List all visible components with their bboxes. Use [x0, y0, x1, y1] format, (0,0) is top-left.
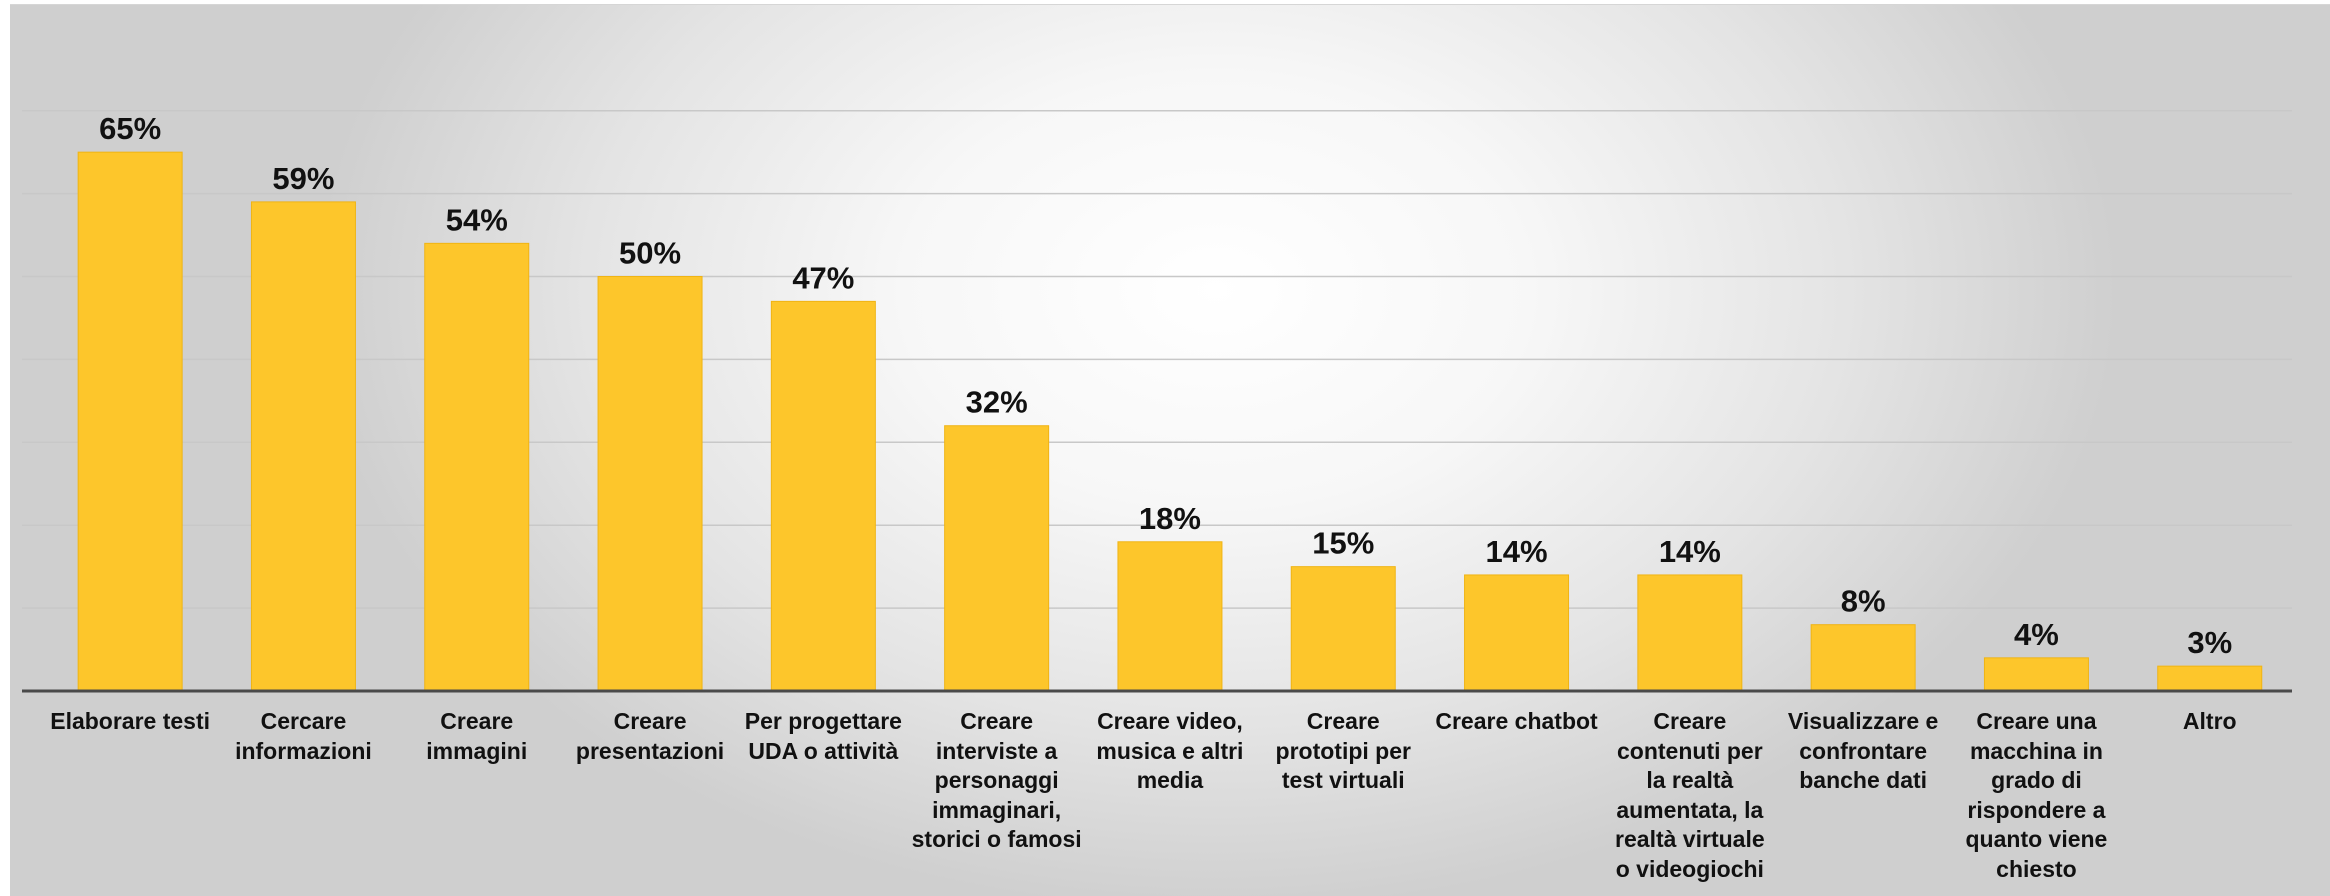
category-label: Creare chatbot	[1435, 708, 1598, 734]
data-label: 15%	[1312, 526, 1374, 561]
data-label: 47%	[792, 260, 854, 295]
data-label: 8%	[1841, 584, 1886, 619]
bar	[944, 425, 1050, 692]
data-label: 14%	[1486, 534, 1548, 569]
data-label: 54%	[446, 202, 508, 237]
category-label: Altro	[2182, 708, 2237, 734]
bar	[2157, 665, 2263, 692]
bar-chart: 65% 59% 54% 50% 47% 32% 18% 15% 14% 14% 8% 4% 3%	[22, 109, 2292, 693]
chart-area: 65% 59% 54% 50% 47% 32% 18% 15% 14% 14% 8% 4% 3% Ela…	[10, 4, 2330, 896]
category-label: Creare video, musica e altri media	[1096, 708, 1244, 793]
bar	[597, 276, 703, 692]
data-labels: 65% 59% 54% 50% 47% 32% 18% 15% 14% 14% 8% 4% 3%	[99, 111, 2232, 660]
category-label: Visualizzare e confrontare banche dati	[1787, 708, 1939, 793]
category-label: Creare prototipi per test virtuali	[1275, 708, 1411, 793]
bar	[77, 151, 183, 692]
bar	[424, 242, 530, 692]
data-label: 3%	[2187, 625, 2232, 660]
category-label: Creare presentazioni	[575, 708, 725, 764]
bar	[250, 201, 356, 692]
category-label: Creare immagini	[426, 708, 528, 764]
category-label: Per progettare UDA o attività	[744, 708, 902, 764]
data-label: 18%	[1139, 501, 1201, 536]
data-label: 32%	[966, 385, 1028, 420]
bar	[1637, 574, 1743, 692]
category-label: Creare una macchina in grado di risponde…	[1965, 708, 2108, 882]
category-label: Creare interviste a personaggi immaginar…	[911, 708, 1082, 852]
category-label: Creare contenuti per la realtà aumentata…	[1615, 708, 1765, 882]
bar	[1117, 541, 1223, 692]
bar	[1983, 657, 2089, 692]
data-label: 50%	[619, 236, 681, 271]
data-label: 4%	[2014, 617, 2059, 652]
bar	[1810, 624, 1916, 692]
data-label: 14%	[1659, 534, 1721, 569]
category-label: Elaborare testi	[50, 708, 211, 734]
data-label: 65%	[99, 111, 161, 146]
bar	[1290, 566, 1396, 692]
gridlines	[22, 109, 2292, 609]
category-label: Cercare informazioni	[235, 708, 372, 764]
bar	[1464, 574, 1570, 692]
data-label: 59%	[272, 161, 334, 196]
bar	[770, 300, 876, 692]
bars	[77, 151, 2263, 692]
